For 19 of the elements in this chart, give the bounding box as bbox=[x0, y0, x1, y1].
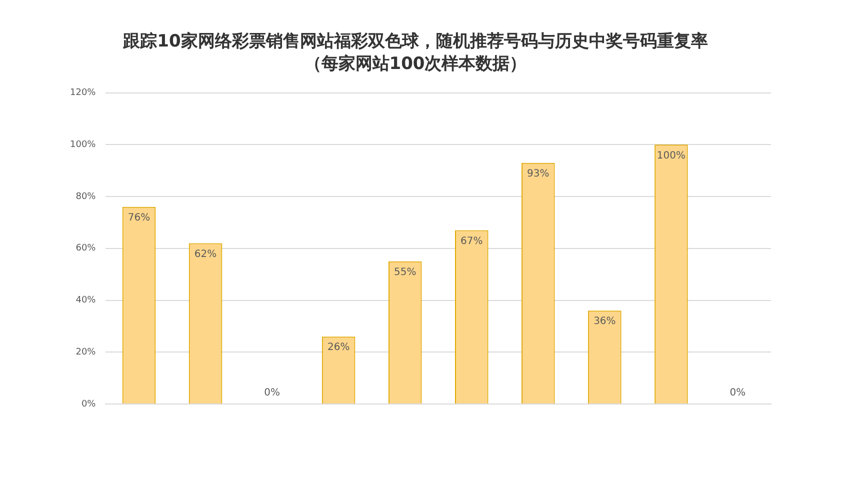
data-label: 62% bbox=[194, 248, 217, 260]
data-label: 93% bbox=[527, 168, 550, 180]
data-label: 55% bbox=[394, 266, 416, 278]
y-tick-label: 20% bbox=[76, 347, 96, 358]
y-tick-label: 0% bbox=[81, 399, 96, 410]
data-label: 0% bbox=[730, 388, 746, 399]
y-tick-label: 120% bbox=[70, 88, 96, 98]
data-label: 36% bbox=[594, 316, 616, 328]
chart-subtitle: （每家网站100次样本数据） bbox=[304, 54, 527, 74]
y-tick-label: 40% bbox=[76, 296, 96, 306]
y-tick-label: 80% bbox=[76, 192, 96, 202]
data-label: 100% bbox=[656, 150, 686, 162]
data-label: 67% bbox=[460, 236, 483, 247]
data-label: 0% bbox=[264, 388, 280, 399]
y-tick-label: 100% bbox=[70, 140, 96, 150]
y-tick-label: 60% bbox=[76, 244, 96, 254]
data-label: 26% bbox=[327, 342, 350, 354]
data-label: 76% bbox=[128, 212, 150, 224]
chart-title: 跟踪10家网络彩票销售网站福彩双色球，随机推荐号码与历史中奖号码重复率 bbox=[122, 32, 708, 52]
